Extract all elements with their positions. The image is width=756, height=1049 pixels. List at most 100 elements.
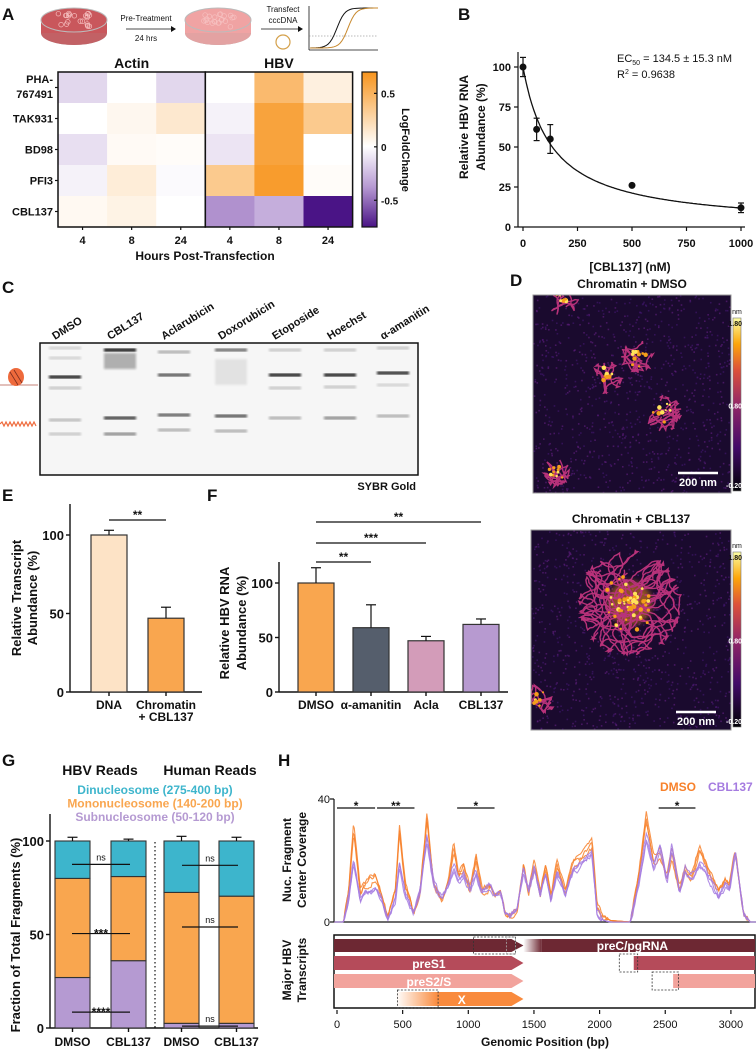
heatmap-cell: [303, 72, 354, 104]
afm-noise: [534, 639, 537, 642]
colorbar-unit: nm: [732, 309, 742, 316]
afm-noise: [569, 553, 572, 556]
afm-noise: [718, 491, 720, 493]
afm-noise: [588, 396, 591, 398]
afm-noise: [532, 646, 535, 649]
afm-noise: [709, 688, 712, 691]
afm-noise: [729, 702, 731, 705]
afm-noise: [622, 433, 624, 435]
afm-noise: [561, 578, 563, 581]
nucleosome-spot: [665, 402, 669, 406]
afm-noise: [611, 588, 614, 590]
y-axis-title-line2: Center Coverage: [295, 812, 309, 908]
afm-noise: [575, 649, 578, 652]
data-point: [546, 135, 554, 143]
schematic-step2-label-line1: Transfect: [266, 5, 300, 14]
afm-noise: [681, 566, 684, 569]
afm-noise: [558, 650, 560, 652]
afm-noise: [657, 539, 659, 541]
scale-bar-label: 200 nm: [679, 477, 717, 489]
afm-noise: [707, 362, 709, 365]
afm-noise: [555, 367, 558, 369]
nucleosome-spot: [632, 591, 638, 596]
afm-noise: [715, 555, 718, 557]
afm-noise: [610, 371, 613, 374]
nucleosome-spot: [646, 599, 651, 603]
afm-noise: [727, 325, 730, 328]
afm-noise: [681, 668, 683, 670]
afm-noise: [557, 352, 560, 355]
afm-noise: [627, 659, 630, 662]
afm-noise: [629, 547, 632, 549]
afm-noise: [620, 716, 623, 718]
afm-noise: [598, 701, 600, 704]
afm-noise: [575, 458, 577, 461]
afm-noise: [607, 533, 609, 536]
nucleosome-spot: [610, 602, 614, 606]
afm-noise: [720, 480, 723, 483]
afm-noise: [692, 676, 694, 679]
afm-noise: [537, 609, 540, 611]
afm-noise: [612, 721, 614, 724]
afm-noise: [539, 719, 541, 722]
afm-noise: [699, 620, 701, 623]
afm-noise: [697, 439, 699, 442]
afm-noise: [717, 553, 719, 556]
afm-noise: [635, 691, 638, 693]
afm-noise: [669, 338, 671, 341]
afm-noise: [665, 468, 668, 471]
nucleosome-spot: [638, 615, 642, 619]
afm-noise: [547, 717, 549, 719]
afm-noise: [640, 546, 642, 549]
afm-noise: [645, 333, 648, 336]
afm-noise: [579, 323, 581, 326]
afm-noise: [719, 532, 722, 534]
afm-noise: [639, 421, 641, 423]
afm-noise: [686, 604, 689, 606]
afm-noise: [672, 607, 675, 610]
afm-noise: [580, 532, 582, 534]
afm-noise: [635, 321, 637, 324]
afm-noise: [661, 671, 663, 674]
afm-noise: [697, 468, 700, 471]
afm-noise: [591, 710, 593, 713]
afm-noise: [552, 630, 554, 633]
afm-noise: [585, 356, 588, 359]
afm-noise: [672, 437, 675, 440]
afm-noise: [628, 723, 631, 725]
afm-noise: [645, 342, 648, 345]
chromatin-strand: [595, 369, 624, 393]
group-label-hbv-reads: HBV Reads: [62, 762, 138, 778]
afm-noise: [675, 297, 678, 299]
afm-noise: [632, 570, 635, 573]
afm-noise: [657, 609, 659, 611]
y-tick-label: 50: [259, 631, 273, 646]
afm-noise: [563, 574, 565, 577]
afm-noise: [629, 553, 631, 555]
afm-noise: [535, 447, 538, 450]
afm-noise: [582, 319, 584, 322]
afm-noise: [557, 607, 559, 610]
afm-noise: [683, 630, 686, 633]
nucleosome-spot: [626, 598, 630, 602]
afm-noise: [539, 564, 541, 567]
afm-noise: [657, 458, 660, 460]
afm-noise: [719, 466, 722, 468]
afm-noise: [622, 683, 624, 685]
chromatin-strand: [582, 587, 635, 631]
afm-noise: [718, 312, 721, 315]
heatmap-cell: [303, 134, 354, 166]
afm-noise: [633, 355, 635, 357]
afm-noise: [661, 538, 664, 541]
afm-noise: [676, 580, 679, 582]
afm-noise: [597, 566, 600, 569]
afm-noise: [698, 458, 700, 460]
panel-label-d: D: [510, 271, 522, 290]
afm-noise: [587, 386, 590, 389]
afm-noise: [643, 327, 645, 329]
gel-lane-label: DMSO: [50, 315, 85, 343]
afm-noise: [552, 632, 555, 635]
afm-noise: [628, 334, 630, 337]
afm-noise: [556, 462, 558, 464]
afm-noise: [673, 697, 676, 699]
